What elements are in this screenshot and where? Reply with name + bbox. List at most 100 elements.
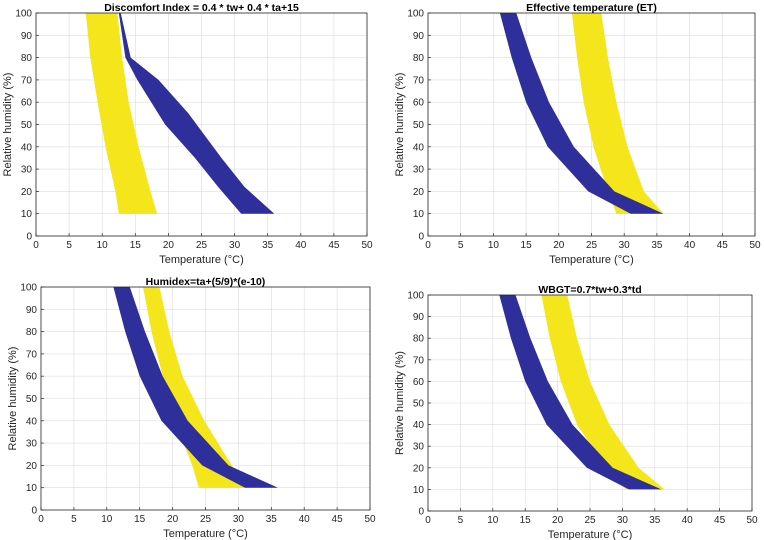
y-tick-label: 50 [413,399,425,410]
y-tick-label: 30 [21,165,33,176]
x-tick-label: 15 [130,240,142,251]
bottom-left-plot: 0 5 10 15 20 25 30 35 40 45 50 0 10 20 30 40 50 60 70 80 90 1… [7,276,376,540]
y-axis-label: Relative humidity (%) [394,351,406,455]
band-blue [499,295,662,490]
x-tick-label: 35 [649,515,661,526]
x-tick-label: 15 [520,515,532,526]
y-tick-label: 80 [413,53,425,64]
band-yellow [85,13,158,214]
x-tick-label: 20 [553,240,565,251]
y-tick-label: 70 [413,75,425,86]
x-tick-label: 20 [552,515,564,526]
y-tick-label: 40 [26,416,38,427]
y-tick-label: 40 [413,142,425,153]
x-tick-label: 5 [71,514,77,525]
y-tick-label: 60 [413,98,425,109]
x-tick-label: 35 [651,240,663,251]
band-blue [113,287,278,488]
x-tick-label: 5 [458,515,464,526]
x-tick-label: 0 [33,240,39,251]
y-tick-label: 80 [21,53,33,64]
y-tick-label: 100 [20,283,37,294]
y-tick-label: 90 [26,305,38,316]
x-tick-label: 30 [229,240,241,251]
x-tick-label: 30 [619,240,631,251]
x-tick-label: 40 [295,240,307,251]
x-tick-label: 40 [684,240,696,251]
top-left-plot: 0 5 10 15 20 25 30 35 40 45 50 0 10 20 30 40 50 60 70 80 90 1… [2,2,373,266]
x-tick-label: 20 [163,240,175,251]
x-tick-label: 40 [299,514,311,525]
y-tick-label: 50 [26,394,38,405]
y-tick-label: 70 [413,355,425,366]
x-tick-label: 35 [266,514,278,525]
y-tick-label: 60 [413,377,425,388]
y-tick-label: 90 [21,31,33,42]
y-tick-label: 20 [26,461,38,472]
chart-title: Effective temperature (ET) [526,2,657,14]
y-tick-label: 20 [413,187,425,198]
x-axis-label: Temperature (°C) [163,528,247,540]
x-tick-label: 50 [364,514,376,525]
x-tick-label: 15 [521,240,533,251]
x-tick-label: 45 [332,514,344,525]
band-blue [499,13,664,214]
x-tick-label: 35 [262,240,274,251]
y-tick-label: 40 [413,420,425,431]
x-tick-label: 30 [617,515,629,526]
y-axis-label: Relative humidity (%) [394,73,406,177]
y-tick-label: 100 [407,291,424,302]
x-tick-label: 50 [746,515,758,526]
x-axis-label: Temperature (°C) [159,254,243,266]
x-tick-label: 45 [328,240,340,251]
y-tick-label: 60 [21,98,33,109]
y-axis-label: Relative humidity (%) [2,73,14,177]
y-tick-label: 30 [413,165,425,176]
y-tick-label: 0 [31,506,37,517]
x-tick-label: 20 [167,514,179,525]
y-tick-label: 80 [413,334,425,345]
x-tick-label: 5 [458,240,464,251]
y-tick-label: 10 [413,209,425,220]
band-yellow [571,13,664,214]
x-tick-label: 10 [487,515,499,526]
y-tick-label: 10 [26,483,38,494]
x-tick-label: 0 [425,240,431,251]
y-tick-label: 20 [21,187,33,198]
x-axis-label: Temperature (°C) [549,254,633,266]
y-tick-label: 0 [418,232,424,243]
x-tick-label: 25 [586,240,598,251]
x-tick-label: 15 [134,514,146,525]
chart-title: WBGT=0.7*tw+0.3*td [538,284,641,296]
x-tick-label: 10 [101,514,113,525]
x-tick-label: 10 [97,240,109,251]
x-tick-label: 45 [717,240,729,251]
band-yellow [143,287,245,488]
y-tick-label: 40 [21,142,33,153]
x-tick-label: 10 [488,240,500,251]
y-tick-label: 10 [21,209,33,220]
x-tick-label: 45 [714,515,726,526]
y-tick-label: 100 [407,9,424,20]
y-tick-label: 30 [413,442,425,453]
top-right-plot: 0 5 10 15 20 25 30 35 40 45 50 0 10 20 30 40 50 60 70 80 90 1… [394,2,761,266]
y-axis-label: Relative humidity (%) [7,347,19,451]
y-tick-label: 60 [26,372,38,383]
x-tick-label: 25 [196,240,208,251]
y-tick-label: 70 [21,75,33,86]
x-tick-label: 50 [361,240,373,251]
x-tick-label: 40 [682,515,694,526]
chart-title: Humidex=ta+(5/9)*(e-10) [146,276,266,288]
x-tick-label: 30 [233,514,245,525]
y-tick-label: 20 [413,463,425,474]
x-tick-label: 5 [66,240,72,251]
chart-title: Discomfort Index = 0.4 * tw+ 0.4 * ta+15 [104,2,299,14]
y-tick-label: 80 [26,327,38,338]
y-tick-label: 70 [26,349,38,360]
y-tick-label: 10 [413,485,425,496]
x-tick-label: 25 [200,514,212,525]
y-tick-label: 0 [418,507,424,518]
y-tick-label: 30 [26,439,38,450]
x-tick-label: 0 [425,515,431,526]
